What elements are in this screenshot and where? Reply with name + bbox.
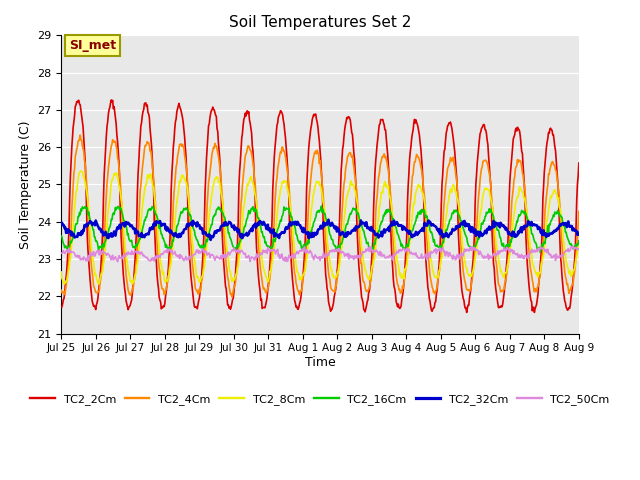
TC2_4Cm: [152, 228, 160, 233]
TC2_32Cm: [366, 225, 374, 231]
Line: TC2_8Cm: TC2_8Cm: [61, 171, 579, 284]
TC2_4Cm: [76, 132, 84, 138]
TC2_16Cm: [317, 203, 325, 209]
TC2_16Cm: [365, 246, 373, 252]
TC2_16Cm: [536, 249, 544, 255]
TC2_4Cm: [452, 174, 460, 180]
TC2_32Cm: [152, 223, 159, 228]
TC2_8Cm: [75, 172, 83, 178]
TC2_32Cm: [58, 219, 65, 225]
TC2_8Cm: [366, 275, 374, 281]
TC2_32Cm: [103, 235, 111, 240]
Line: TC2_2Cm: TC2_2Cm: [61, 100, 579, 312]
TC2_4Cm: [575, 209, 582, 215]
TC2_8Cm: [77, 168, 84, 174]
TC2_8Cm: [104, 206, 112, 212]
TC2_16Cm: [575, 238, 582, 244]
TC2_8Cm: [60, 281, 68, 287]
Line: TC2_32Cm: TC2_32Cm: [61, 220, 579, 240]
Y-axis label: Soil Temperature (C): Soil Temperature (C): [19, 120, 31, 249]
TC2_2Cm: [575, 160, 582, 166]
TC2_50Cm: [103, 252, 111, 258]
TC2_50Cm: [570, 243, 577, 249]
Title: Soil Temperatures Set 2: Soil Temperatures Set 2: [229, 15, 411, 30]
TC2_32Cm: [412, 231, 419, 237]
TC2_2Cm: [152, 259, 160, 265]
TC2_8Cm: [575, 240, 582, 246]
Text: SI_met: SI_met: [69, 39, 116, 52]
TC2_50Cm: [58, 251, 65, 256]
TC2_8Cm: [58, 269, 65, 275]
TC2_32Cm: [575, 231, 582, 237]
TC2_4Cm: [412, 159, 419, 165]
TC2_32Cm: [452, 223, 460, 229]
TC2_50Cm: [152, 256, 160, 262]
TC2_8Cm: [452, 189, 460, 195]
Line: TC2_16Cm: TC2_16Cm: [61, 206, 579, 252]
TC2_2Cm: [463, 310, 470, 315]
TC2_4Cm: [104, 173, 111, 179]
TC2_32Cm: [324, 217, 332, 223]
TC2_4Cm: [228, 294, 236, 300]
TC2_2Cm: [103, 124, 111, 130]
TC2_2Cm: [108, 97, 115, 103]
Line: TC2_4Cm: TC2_4Cm: [61, 135, 579, 297]
TC2_50Cm: [452, 257, 460, 263]
TC2_2Cm: [411, 117, 419, 122]
TC2_32Cm: [207, 237, 214, 243]
Legend: TC2_2Cm, TC2_4Cm, TC2_8Cm, TC2_16Cm, TC2_32Cm, TC2_50Cm: TC2_2Cm, TC2_4Cm, TC2_8Cm, TC2_16Cm, TC2…: [26, 390, 614, 409]
TC2_50Cm: [74, 254, 82, 260]
TC2_2Cm: [365, 288, 373, 294]
Line: TC2_50Cm: TC2_50Cm: [61, 246, 579, 262]
TC2_50Cm: [114, 259, 122, 264]
TC2_16Cm: [152, 212, 159, 217]
TC2_16Cm: [452, 208, 460, 214]
TC2_16Cm: [58, 233, 65, 239]
TC2_2Cm: [58, 304, 65, 310]
TC2_4Cm: [58, 288, 65, 293]
TC2_50Cm: [411, 252, 419, 257]
TC2_16Cm: [74, 214, 82, 219]
TC2_4Cm: [366, 281, 374, 287]
TC2_16Cm: [411, 222, 419, 228]
TC2_50Cm: [575, 246, 582, 252]
TC2_16Cm: [103, 232, 111, 238]
TC2_4Cm: [74, 138, 82, 144]
TC2_2Cm: [452, 158, 460, 164]
TC2_50Cm: [365, 244, 373, 250]
TC2_2Cm: [74, 98, 82, 104]
X-axis label: Time: Time: [305, 356, 335, 369]
TC2_8Cm: [412, 192, 419, 198]
TC2_32Cm: [74, 230, 82, 236]
TC2_8Cm: [153, 218, 161, 224]
